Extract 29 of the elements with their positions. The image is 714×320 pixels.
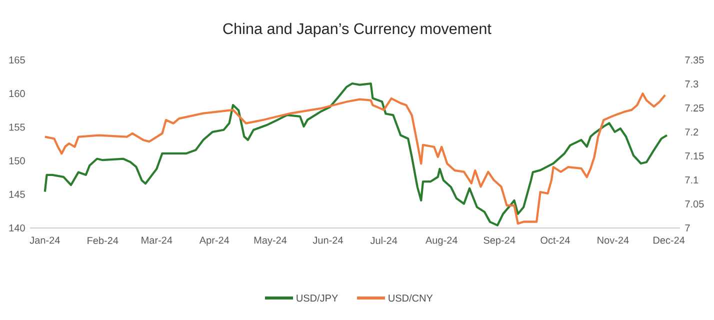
x-tick-label: Mar-24 bbox=[142, 236, 172, 244]
x-tick-label: Oct-24 bbox=[540, 236, 570, 244]
y-tick-label: 160 bbox=[9, 90, 25, 98]
y2-tick-label: 7.05 bbox=[685, 200, 704, 208]
y2-tick-label: 7.15 bbox=[685, 152, 704, 160]
legend-label: USD/JPY bbox=[296, 294, 338, 302]
y2-tick-label: 7 bbox=[685, 224, 690, 232]
y-tick-label: 155 bbox=[9, 124, 25, 131]
y2-tick-label: 7.3 bbox=[685, 80, 698, 88]
x-tick-label: Dec-24 bbox=[654, 236, 685, 244]
x-tick-label: Jul-24 bbox=[370, 236, 398, 244]
x-tick-label: May-24 bbox=[254, 236, 287, 246]
x-tick-label: Apr-24 bbox=[199, 236, 230, 246]
y-tick-label: 150 bbox=[9, 157, 25, 164]
x-tick-label: Feb-24 bbox=[88, 236, 118, 244]
x-tick-label: Aug-24 bbox=[426, 236, 458, 246]
y2-tick-label: 7.25 bbox=[685, 104, 704, 112]
y2-tick-label: 7.1 bbox=[685, 176, 698, 184]
y2-tick-label: 7.2 bbox=[685, 128, 698, 136]
x-tick-label: Sep-24 bbox=[484, 236, 516, 246]
legend-label: USD/CNY bbox=[388, 294, 433, 302]
y-tick-label: 165 bbox=[9, 56, 25, 64]
x-tick-label: Jan-24 bbox=[30, 236, 60, 244]
x-tick-label: Jun-24 bbox=[312, 236, 343, 244]
y2-tick-label: 7.35 bbox=[685, 56, 704, 64]
y-tick-label: 145 bbox=[9, 190, 25, 198]
y-tick-label: 140 bbox=[9, 224, 25, 232]
x-tick-label: Nov-24 bbox=[598, 236, 629, 244]
chart-title: China and Japan’s Currency movement bbox=[223, 22, 492, 38]
